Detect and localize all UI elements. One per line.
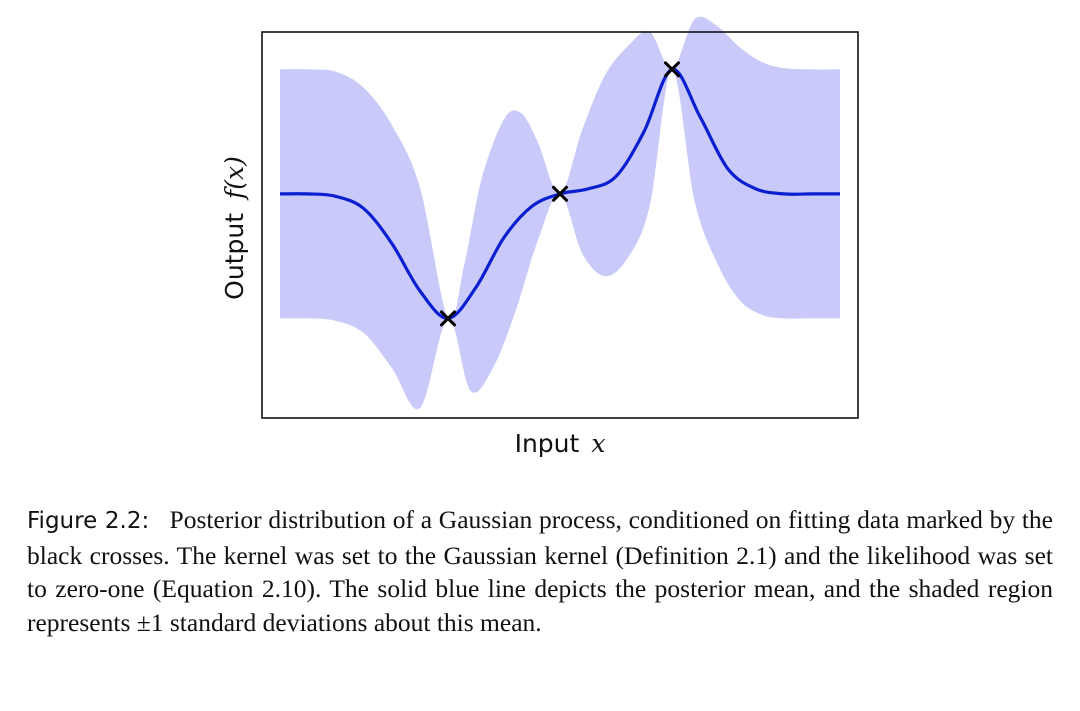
figure-caption: Figure 2.2: Posterior distribution of a … xyxy=(27,503,1053,639)
observation-cross xyxy=(552,185,568,202)
uncertainty-band xyxy=(280,16,840,410)
caption-text: Posterior distribution of a Gaussian pro… xyxy=(27,505,1053,637)
x-axis-label-word: Input xyxy=(515,429,580,458)
figure-canvas: Input x Output f(x) xyxy=(220,16,859,458)
y-axis-label: Output f(x) xyxy=(220,156,249,300)
y-axis-label-word: Output xyxy=(220,213,249,300)
x-axis-label: Input x xyxy=(515,429,606,458)
observation-cross xyxy=(664,61,680,78)
plot-area xyxy=(279,16,840,410)
observation-cross xyxy=(440,310,456,327)
observation-markers xyxy=(440,61,680,327)
caption-label: Figure 2.2: xyxy=(27,508,150,534)
plot-frame xyxy=(261,31,859,419)
y-axis-label-var: f(x) xyxy=(220,156,249,201)
x-axis-label-var: x xyxy=(591,429,605,458)
